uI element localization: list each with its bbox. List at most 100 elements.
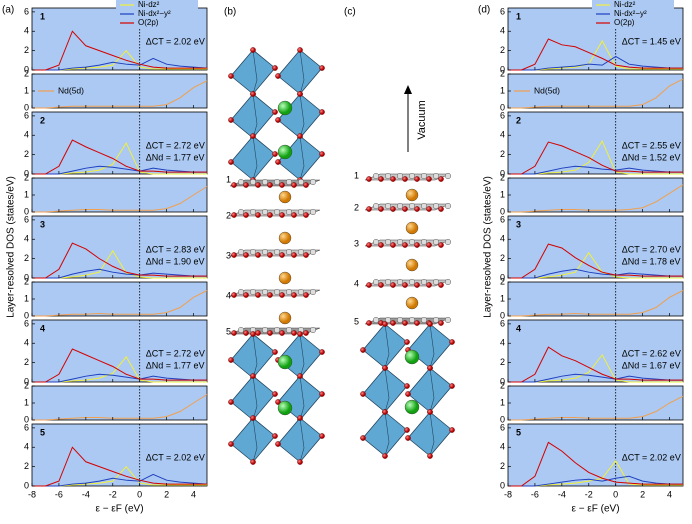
atom bbox=[449, 383, 455, 389]
y-tick-label: 2 bbox=[500, 45, 505, 55]
atom bbox=[297, 331, 303, 337]
atom bbox=[378, 242, 384, 248]
panel-label: (c) bbox=[344, 7, 356, 18]
atom bbox=[402, 320, 408, 326]
atom bbox=[297, 133, 303, 139]
atom bbox=[250, 91, 256, 97]
atom bbox=[390, 176, 396, 182]
dos-line bbox=[32, 57, 208, 71]
octahedron bbox=[230, 135, 276, 181]
atom bbox=[433, 238, 440, 245]
octahedron-edge bbox=[299, 375, 305, 421]
atom bbox=[275, 73, 281, 79]
plot-area bbox=[507, 319, 684, 383]
y-tick-label: 0 bbox=[24, 64, 29, 74]
dos-line bbox=[508, 373, 683, 383]
plot-area bbox=[31, 215, 208, 279]
atom bbox=[421, 317, 428, 324]
dos-line bbox=[32, 242, 207, 279]
atom bbox=[378, 282, 384, 288]
y-tick-label: 0 bbox=[24, 414, 29, 424]
atom bbox=[250, 415, 256, 421]
x-tick-label: 0 bbox=[613, 489, 618, 499]
y-tick-label: 0 bbox=[500, 480, 505, 490]
y-tick-label: 1 bbox=[24, 293, 29, 303]
atom bbox=[274, 289, 281, 296]
atom bbox=[397, 202, 404, 209]
atom bbox=[274, 208, 281, 215]
atom bbox=[267, 212, 273, 218]
annotation: ΔNd = 1.90 eV bbox=[146, 256, 205, 266]
atom bbox=[385, 238, 392, 245]
atom bbox=[382, 321, 388, 327]
octahedron bbox=[230, 333, 276, 379]
atom bbox=[438, 282, 444, 288]
atom bbox=[366, 206, 372, 212]
atom bbox=[319, 391, 325, 397]
dos-line bbox=[32, 348, 207, 383]
atom bbox=[243, 330, 249, 336]
octahedron-edge bbox=[429, 323, 435, 369]
atom bbox=[402, 176, 408, 182]
atom bbox=[303, 212, 309, 218]
atom bbox=[319, 65, 325, 71]
atom bbox=[390, 206, 396, 212]
atom bbox=[319, 151, 325, 157]
octahedron bbox=[230, 93, 276, 139]
x-tick-label: -6 bbox=[531, 489, 539, 499]
legend-label: Nd(5d) bbox=[58, 85, 84, 95]
x-tick-label: -2 bbox=[109, 489, 117, 499]
layer-label: 4 bbox=[354, 278, 359, 288]
annotation: ΔNd = 1.78 eV bbox=[622, 256, 681, 266]
octahedron-edge bbox=[252, 49, 258, 95]
atom bbox=[255, 292, 261, 298]
y-tick-label: 1 bbox=[500, 85, 505, 95]
y-tick-label: 2 bbox=[24, 253, 29, 263]
y-tick-label: 6 bbox=[500, 214, 505, 224]
layer-label: 4 bbox=[226, 290, 231, 300]
atom bbox=[303, 292, 309, 298]
y-tick-label: 2 bbox=[500, 380, 505, 390]
annotation: ΔCT = 1.45 eV bbox=[622, 36, 681, 46]
octahedron-edge bbox=[252, 135, 258, 181]
panel-label: (b) bbox=[224, 7, 236, 18]
atom bbox=[243, 292, 249, 298]
y-tick-label: 6 bbox=[24, 422, 29, 432]
y-tick-label: 1 bbox=[24, 189, 29, 199]
atom bbox=[279, 252, 285, 258]
layer-label: 5 bbox=[516, 427, 521, 437]
legend-label: Ni-dz² bbox=[138, 0, 160, 9]
atom bbox=[228, 357, 234, 363]
atom bbox=[366, 176, 372, 182]
octahedron-edge bbox=[384, 411, 390, 457]
atom bbox=[402, 282, 408, 288]
atom bbox=[255, 182, 261, 188]
y-tick-label: 4 bbox=[24, 338, 29, 348]
atom bbox=[237, 248, 244, 255]
atom bbox=[310, 327, 317, 334]
atom bbox=[275, 159, 281, 165]
y-tick-label: 4 bbox=[500, 442, 505, 452]
x-tick-label: 4 bbox=[667, 489, 672, 499]
atom bbox=[433, 279, 440, 286]
atom bbox=[274, 248, 281, 255]
dos-line bbox=[32, 268, 207, 279]
dos-line bbox=[508, 165, 683, 175]
atom bbox=[426, 282, 432, 288]
atom bbox=[262, 208, 269, 215]
x-tick-label: 4 bbox=[191, 489, 196, 499]
atom bbox=[409, 202, 416, 209]
y-tick-label: 4 bbox=[24, 234, 29, 244]
annotation: ΔCT = 2.72 eV bbox=[146, 348, 205, 358]
atom bbox=[278, 271, 292, 285]
atom bbox=[390, 242, 396, 248]
dos-line bbox=[508, 184, 684, 213]
atom bbox=[286, 289, 293, 296]
atom bbox=[272, 65, 278, 71]
dos-line bbox=[508, 475, 683, 487]
atom bbox=[397, 238, 404, 245]
annotation: ΔNd = 1.67 eV bbox=[622, 360, 681, 370]
y-tick-label: 2 bbox=[500, 149, 505, 159]
atom bbox=[405, 258, 419, 272]
atom bbox=[278, 190, 292, 204]
